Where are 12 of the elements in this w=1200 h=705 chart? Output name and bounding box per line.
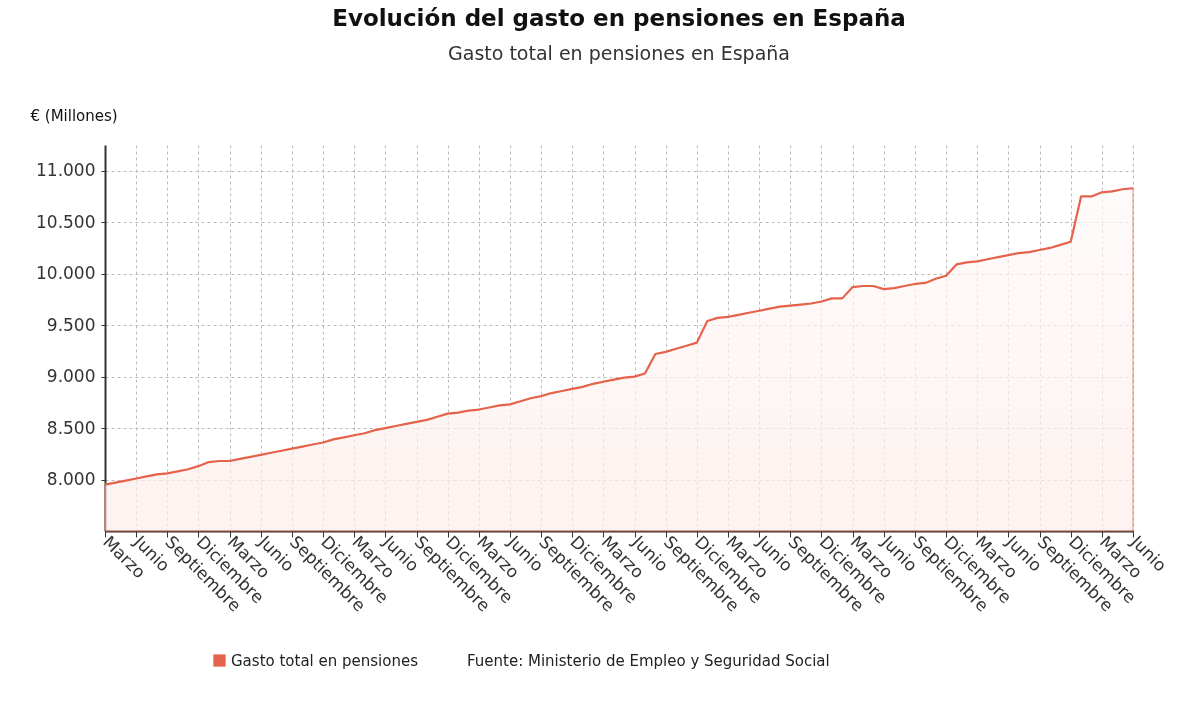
y-tick-label: 10.000 [36, 263, 96, 284]
y-tick-label: 10.500 [36, 211, 96, 232]
source-note: Fuente: Ministerio de Empleo y Seguridad Social [467, 652, 830, 670]
y-tick-label: 9.000 [46, 366, 96, 387]
y-tick-label: 11.000 [36, 160, 96, 181]
chart-subtitle: Gasto total en pensiones en España [448, 42, 790, 64]
chart-title: Evolución del gasto en pensiones en España [332, 5, 906, 31]
legend-label: Gasto total en pensiones [231, 651, 419, 670]
y-tick-label: 9.500 [46, 314, 96, 335]
y-tick-label: 8.500 [46, 417, 96, 438]
y-axis-title: € (Millones) [30, 106, 118, 125]
y-tick-label: 8.000 [46, 469, 96, 490]
